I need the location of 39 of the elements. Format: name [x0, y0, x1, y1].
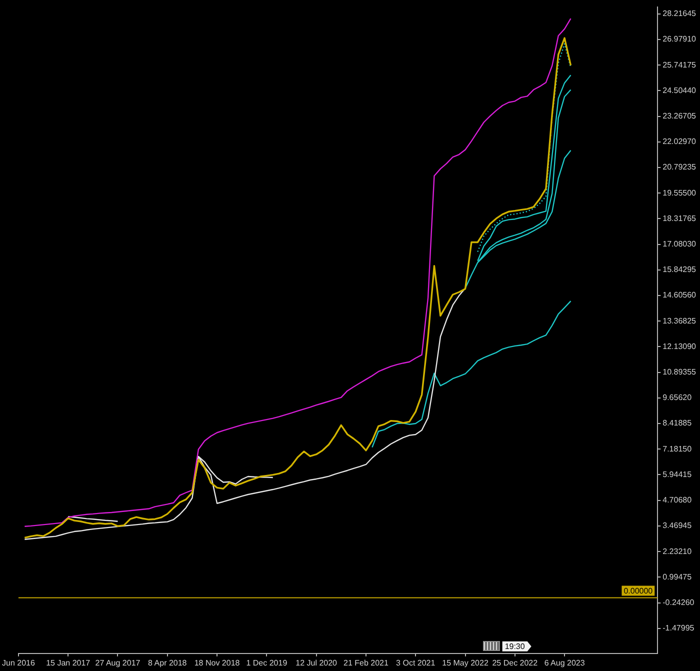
y-tick-label: 26.97910: [662, 34, 697, 44]
y-tick-label: 22.02970: [662, 137, 697, 146]
y-tick-label: -1.47995: [662, 624, 695, 633]
x-tick-label: 6 Aug 2023: [544, 658, 586, 668]
x-tick-label: 25 Dec 2022: [492, 658, 538, 668]
x-tick-label: 27 Aug 2017: [95, 658, 141, 668]
y-tick-label: 13.36825: [662, 316, 697, 326]
x-tick-label: 8 Apr 2018: [148, 658, 188, 668]
y-tick-label: 25.74175: [662, 60, 697, 70]
y-tick-label: 0.99475: [662, 572, 692, 582]
y-tick-label: 14.60560: [662, 290, 697, 300]
y-tick-label: 10.89355: [662, 368, 697, 377]
y-tick-label: 3.46945: [662, 521, 692, 530]
ref-line-label: 0.00000: [624, 586, 654, 596]
x-tick-label: Jun 2016: [2, 658, 36, 668]
y-tick-label: 17.08030: [662, 240, 697, 249]
x-tick-label: 21 Feb 2021: [344, 658, 389, 668]
y-tick-label: 15.84295: [662, 265, 697, 274]
x-tick-label: 18 Nov 2018: [194, 658, 240, 668]
y-tick-label: 24.50440: [662, 86, 697, 95]
y-tick-label: 23.26705: [662, 112, 697, 121]
y-tick-label: 28.21645: [662, 9, 697, 18]
y-tick-label: 7.18150: [662, 444, 692, 454]
y-tick-label: 9.65620: [662, 393, 692, 402]
y-tick-label: -0.24260: [662, 598, 695, 607]
x-tick-label: 15 Jan 2017: [46, 658, 91, 668]
x-tick-label: 3 Oct 2021: [396, 658, 436, 668]
y-tick-label: 12.13090: [662, 342, 697, 351]
x-tick-label: 1 Dec 2019: [246, 658, 288, 668]
x-tick-label: 15 May 2022: [442, 658, 489, 668]
y-tick-label: 20.79235: [662, 162, 697, 172]
y-tick-label: 19.55500: [662, 188, 697, 198]
annotation: 19:30: [504, 642, 526, 652]
y-tick-label: 8.41885: [662, 418, 692, 428]
y-tick-label: 18.31765: [662, 214, 697, 223]
y-tick-label: 5.94415: [662, 470, 692, 479]
y-tick-label: 4.70680: [662, 496, 692, 505]
y-tick-label: 2.23210: [662, 546, 692, 556]
x-tick-label: 12 Jul 2020: [296, 658, 338, 668]
